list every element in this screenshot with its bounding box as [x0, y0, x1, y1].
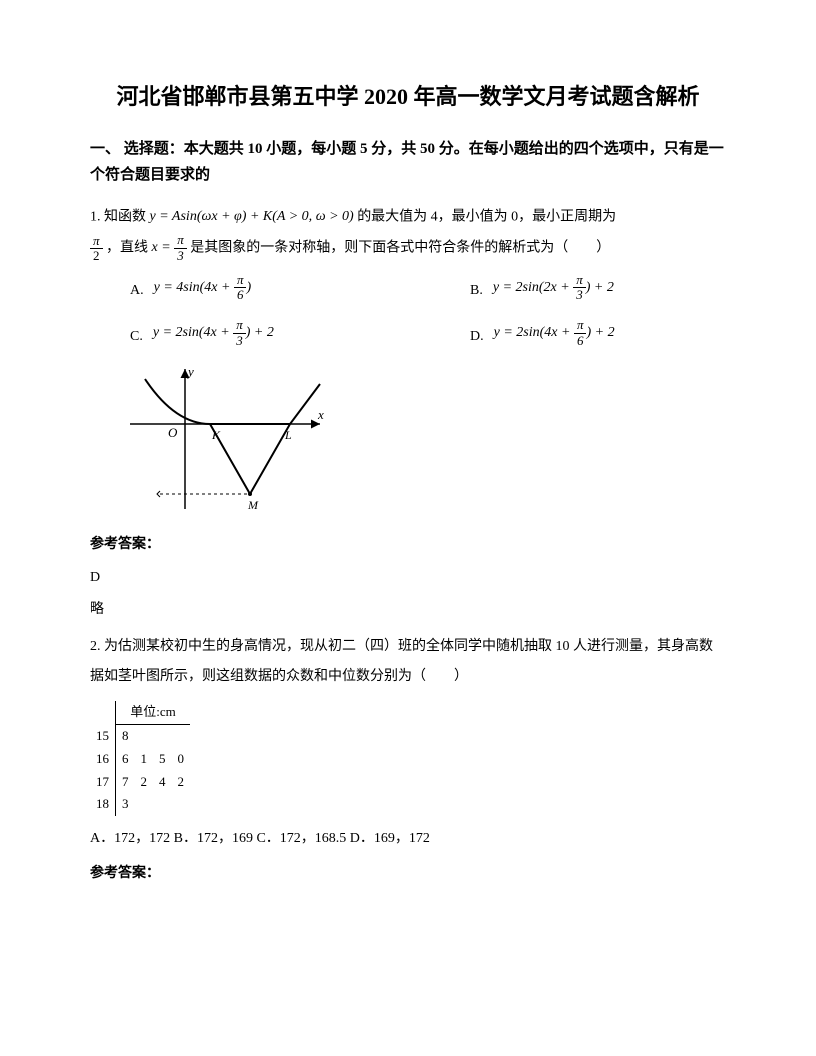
q2-text: 2. 为估测某校初中生的身高情况，现从初二（四）班的全体同学中随机抽取 10 人… — [90, 632, 726, 694]
option-b-formula: y = 2sin(2x + π3) + 2 — [493, 273, 614, 303]
leaf-cell: 4 — [153, 771, 172, 794]
leaf-cell: 3 — [116, 793, 135, 816]
q1-num: 1. — [90, 210, 101, 225]
leaf-cell — [172, 793, 191, 816]
stem-leaf-plot: 单位:cm 15 8 16 6 1 5 0 17 7 2 4 2 18 3 — [90, 701, 190, 816]
option-c-formula: y = 2sin(4x + π3) + 2 — [153, 318, 274, 348]
q1-text: 1. 知函数 y = Asin(ωx + φ) + K(A > 0, ω > 0… — [90, 202, 726, 265]
option-b-label: B. — [470, 280, 483, 302]
stem-leaf-unit: 单位:cm — [116, 701, 191, 724]
table-row: 15 8 — [90, 724, 190, 747]
q1-formula-x: x = π3 — [152, 233, 187, 264]
svg-text:y: y — [186, 364, 194, 379]
graph-svg: y x O K L M — [120, 364, 330, 514]
stem-leaf-blank — [90, 701, 116, 724]
q2-answer-label: 参考答案： — [90, 863, 726, 885]
leaf-cell: 7 — [116, 771, 135, 794]
option-a-label: A. — [130, 280, 144, 302]
stem-cell: 16 — [90, 748, 116, 771]
stem-cell: 15 — [90, 724, 116, 747]
q1-part2: 的最大值为 4，最小值为 0，最小正周期为 — [357, 210, 616, 225]
table-row: 17 7 2 4 2 — [90, 771, 190, 794]
q1-part4: 是其图象的一条对称轴，则下面各式中符合条件的解析式为（ ） — [190, 241, 610, 256]
option-a-formula: y = 4sin(4x + π6) — [154, 273, 252, 303]
q1-formula1: y = Asin(ωx + φ) + K(A > 0, ω > 0) — [150, 202, 354, 233]
question-2: 2. 为估测某校初中生的身高情况，现从初二（四）班的全体同学中随机抽取 10 人… — [90, 632, 726, 885]
q2-body: 为估测某校初中生的身高情况，现从初二（四）班的全体同学中随机抽取 10 人进行测… — [90, 639, 713, 685]
leaf-cell — [153, 793, 172, 816]
svg-text:K: K — [211, 428, 221, 442]
q1-answer-label: 参考答案： — [90, 534, 726, 556]
q1-answer: D — [90, 567, 726, 589]
leaf-cell — [153, 724, 172, 747]
stem-cell: 18 — [90, 793, 116, 816]
option-row-2: C. y = 2sin(4x + π3) + 2 D. y = 2sin(4x … — [130, 318, 726, 348]
q1-part3: ，直线 — [106, 241, 148, 256]
leaf-cell: 8 — [116, 724, 135, 747]
svg-text:L: L — [284, 428, 292, 442]
option-d: D. y = 2sin(4x + π6) + 2 — [470, 318, 615, 348]
leaf-cell: 2 — [135, 771, 154, 794]
option-b: B. y = 2sin(2x + π3) + 2 — [470, 273, 614, 303]
q2-options: A．172，172 B．172，169 C．172，168.5 D．169，17… — [90, 828, 726, 850]
frac-pi-2: π2 — [90, 234, 103, 264]
table-row: 18 3 — [90, 793, 190, 816]
page-title: 河北省邯郸市县第五中学 2020 年高一数学文月考试题含解析 — [90, 80, 726, 113]
option-d-formula: y = 2sin(4x + π6) + 2 — [494, 318, 615, 348]
option-row-1: A. y = 4sin(4x + π6) B. y = 2sin(2x + π3… — [130, 273, 726, 303]
leaf-cell — [172, 724, 191, 747]
option-c-label: C. — [130, 326, 143, 348]
leaf-cell: 5 — [153, 748, 172, 771]
q2-num: 2. — [90, 639, 101, 654]
leaf-cell: 6 — [116, 748, 135, 771]
question-1: 1. 知函数 y = Asin(ωx + φ) + K(A > 0, ω > 0… — [90, 202, 726, 622]
leaf-cell — [135, 724, 154, 747]
svg-text:M: M — [247, 498, 259, 512]
q1-graph: y x O K L M — [120, 364, 726, 522]
leaf-cell: 0 — [172, 748, 191, 771]
q1-part1: 知函数 — [104, 210, 146, 225]
svg-text:x: x — [317, 407, 324, 422]
option-c: C. y = 2sin(4x + π3) + 2 — [130, 318, 470, 348]
q1-options: A. y = 4sin(4x + π6) B. y = 2sin(2x + π3… — [130, 273, 726, 348]
option-a: A. y = 4sin(4x + π6) — [130, 273, 470, 303]
section-header: 一、 选择题：本大题共 10 小题，每小题 5 分，共 50 分。在每小题给出的… — [90, 137, 726, 188]
stem-cell: 17 — [90, 771, 116, 794]
leaf-cell: 1 — [135, 748, 154, 771]
leaf-cell — [135, 793, 154, 816]
svg-text:O: O — [168, 425, 178, 440]
leaf-cell: 2 — [172, 771, 191, 794]
option-d-label: D. — [470, 326, 484, 348]
q1-explanation: 略 — [90, 599, 726, 621]
table-row: 16 6 1 5 0 — [90, 748, 190, 771]
